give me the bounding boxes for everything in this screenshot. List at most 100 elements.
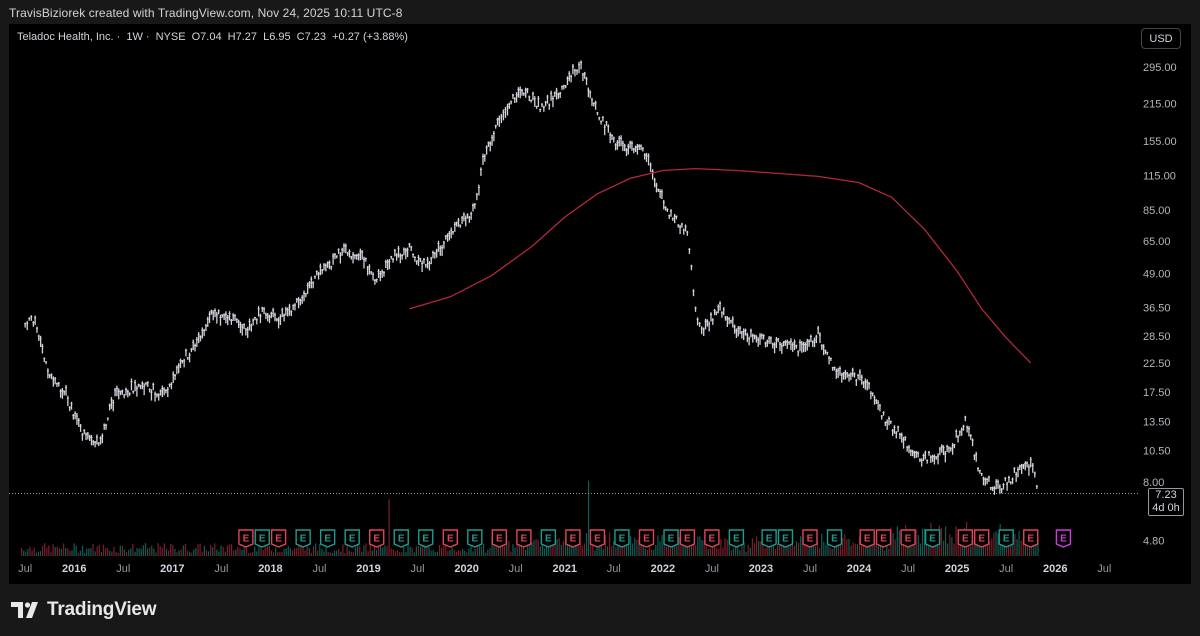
volume-bar <box>483 543 485 556</box>
price-chart[interactable]: 375.00295.00215.00155.00115.0085.0065.00… <box>9 24 1191 584</box>
earnings-badge <box>859 529 875 548</box>
close-value: C7.23 <box>296 31 327 43</box>
volume-bar <box>279 551 281 556</box>
volume-bar <box>571 542 573 556</box>
volume-bar <box>273 552 275 556</box>
volume-bar <box>119 545 121 556</box>
volume-bar <box>835 538 837 556</box>
time-tick-label: 2026 <box>1043 563 1067 575</box>
volume-bar <box>865 538 867 556</box>
volume-bar <box>745 551 747 556</box>
earnings-marker: E <box>728 529 745 548</box>
volume-bar <box>665 546 667 556</box>
earnings-label: E <box>349 534 356 545</box>
volume-bar <box>730 550 732 556</box>
volume-bar <box>947 543 949 556</box>
volume-bar <box>371 550 373 556</box>
earnings-label: E <box>373 534 380 545</box>
bottom-bar: TradingView <box>0 584 1200 636</box>
earnings-label: E <box>668 534 675 545</box>
volume-bar <box>75 545 77 556</box>
volume-bar <box>506 535 508 556</box>
volume-bar <box>669 540 672 556</box>
brand[interactable]: TradingView <box>11 599 157 621</box>
earnings-marker: E <box>369 529 385 548</box>
volume-bar <box>924 528 926 556</box>
volume-bar <box>344 552 346 556</box>
volume-bar <box>955 526 957 556</box>
time-tick-label: Jul <box>705 563 719 575</box>
earnings-marker: E <box>491 529 508 548</box>
currency-button[interactable]: USD <box>1141 28 1181 49</box>
volume-bar <box>363 545 365 556</box>
earnings-label: E <box>1060 534 1067 545</box>
volume-bar <box>388 499 390 556</box>
earnings-badge <box>565 529 581 548</box>
chart-area[interactable]: 375.00295.00215.00155.00115.0085.0065.00… <box>9 24 1191 584</box>
volume-bar <box>663 537 665 556</box>
volume-bar <box>340 551 342 556</box>
volume-bar <box>791 536 793 556</box>
volume-bar <box>560 544 562 556</box>
volume-bar <box>237 546 239 556</box>
volume-bar <box>323 551 325 556</box>
volume-bar <box>892 532 894 556</box>
volume-bar <box>447 550 449 556</box>
volume-bar <box>871 537 873 556</box>
volume-bar <box>508 541 510 556</box>
volume-bar <box>1014 534 1016 556</box>
volume-bar <box>478 545 480 556</box>
volume-bar <box>275 547 277 556</box>
earnings-badge <box>319 529 336 548</box>
earnings-marker: E <box>344 529 360 548</box>
earnings-marker: E <box>900 529 916 548</box>
volume-bar <box>627 537 630 556</box>
volume-bar <box>457 550 459 556</box>
volume-bar <box>991 538 993 556</box>
volume-bar <box>837 544 840 556</box>
volume-bar <box>443 545 445 556</box>
time-tick-label: Jul <box>1097 563 1111 575</box>
volume-bar <box>957 534 959 556</box>
earnings-marker: E <box>924 529 941 548</box>
earnings-badge <box>875 529 892 548</box>
volume-bar <box>407 543 409 556</box>
volume-bar <box>903 537 905 556</box>
volume-bar <box>111 551 113 556</box>
volume-bar <box>102 544 105 556</box>
volume-bar <box>123 549 126 556</box>
volume-bar <box>413 552 415 556</box>
top-bar: TravisBiziorek created with TradingView.… <box>0 0 1200 24</box>
volume-bar <box>705 542 707 556</box>
earnings-badge <box>638 529 655 548</box>
volume-bar <box>630 536 632 556</box>
earnings-marker: E <box>516 529 532 548</box>
earnings-label: E <box>496 534 503 545</box>
earnings-badge <box>254 529 270 548</box>
earnings-badge <box>344 529 360 548</box>
volume-bar <box>161 547 163 556</box>
volume-bar <box>220 545 222 556</box>
volume-bar <box>961 537 963 556</box>
volume-bar <box>136 548 138 556</box>
earnings-marker: E <box>826 529 843 548</box>
earnings-badge <box>467 529 483 548</box>
volume-bar <box>1020 540 1022 556</box>
volume-bar <box>105 548 107 556</box>
volume-bar <box>191 552 193 556</box>
earnings-label: E <box>807 534 814 545</box>
volume-bar <box>348 550 350 556</box>
volume-bar <box>277 552 279 556</box>
volume-bar <box>39 551 42 556</box>
volume-bar <box>201 552 203 556</box>
volume-bar <box>886 539 888 556</box>
earnings-badge <box>238 529 254 548</box>
volume-bar <box>693 541 695 556</box>
volume-bar <box>951 537 953 556</box>
volume-bar <box>417 545 420 556</box>
volume-bar <box>331 552 333 556</box>
volume-bar <box>653 549 655 556</box>
volume-bar <box>531 542 533 556</box>
volume-bar <box>974 543 976 556</box>
volume-bar <box>420 546 422 556</box>
